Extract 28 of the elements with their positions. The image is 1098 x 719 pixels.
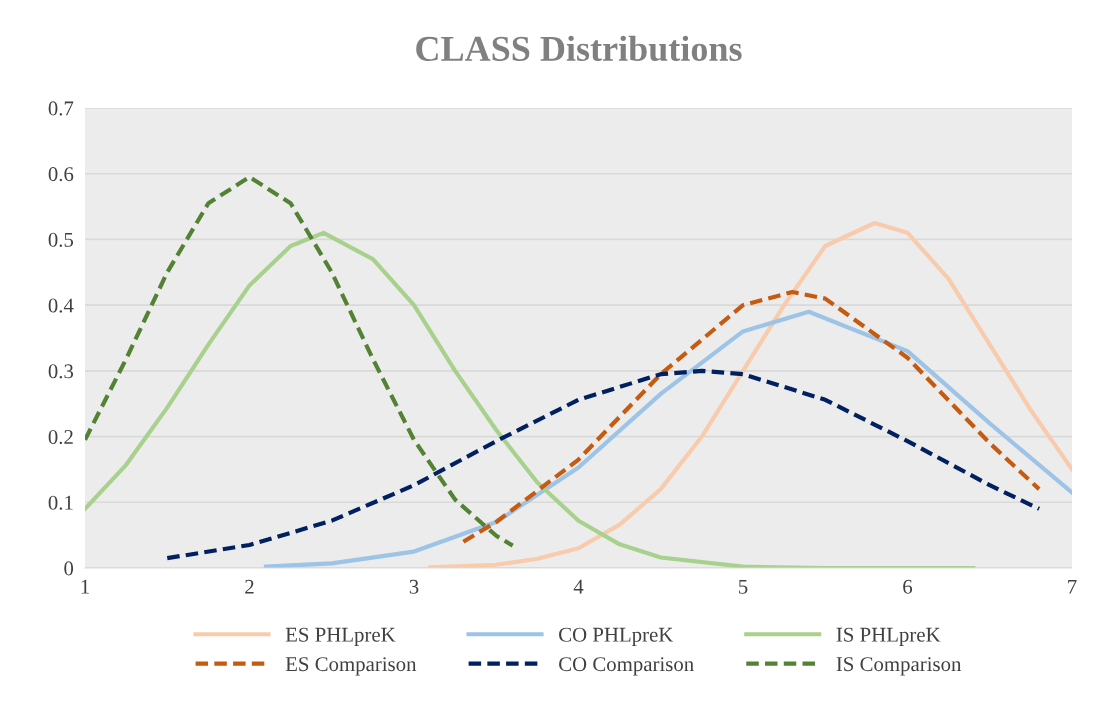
x-tick-label: 5 — [739, 579, 748, 594]
y-tick-label: 0.5 — [48, 232, 74, 247]
legend-label: IS PHLpreK — [836, 627, 941, 646]
legend-label: CO PHLpreK — [559, 627, 674, 646]
x-tick-label: 7 — [1068, 579, 1077, 594]
legend-label: IS Comparison — [836, 657, 962, 676]
line-series — [263, 309, 1072, 568]
x-tick-label: 1 — [81, 579, 89, 594]
y-tick-label: 0.3 — [48, 364, 74, 379]
y-tick-label: 0.1 — [48, 495, 73, 510]
legend-label: ES PHLpreK — [285, 627, 396, 646]
y-tick-label: 0.4 — [48, 298, 74, 313]
line-series — [428, 220, 1072, 568]
y-tick-label: 0.2 — [48, 429, 73, 445]
line-series — [165, 368, 1042, 561]
line-series — [85, 230, 976, 568]
y-tick-label: 0.6 — [48, 167, 74, 182]
x-tick-label: 6 — [903, 579, 913, 594]
legend-label: ES Comparison — [285, 657, 417, 676]
chart-title: CLASS Distributions — [416, 35, 742, 62]
legend-label: CO Comparison — [559, 657, 694, 676]
y-tick-label: 0.7 — [48, 101, 74, 116]
line-series — [85, 174, 515, 548]
x-tick-label: 4 — [573, 579, 584, 594]
line-series — [461, 289, 1042, 544]
x-tick-label: 2 — [245, 579, 254, 594]
x-tick-label: 3 — [409, 579, 419, 594]
y-tick-label: 0 — [64, 561, 74, 576]
